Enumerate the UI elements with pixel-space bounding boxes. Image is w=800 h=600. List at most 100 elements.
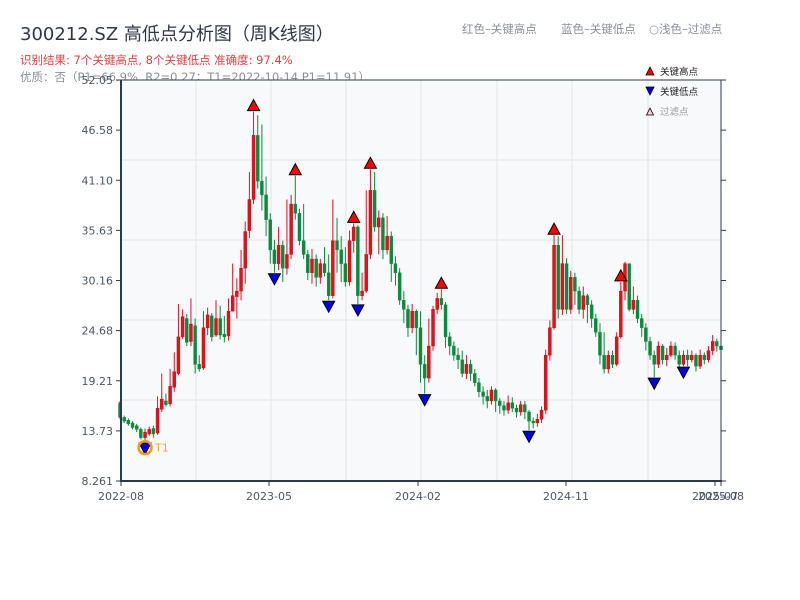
candle: [485, 389, 489, 409]
y-tick-label: 30.16: [82, 275, 114, 288]
candle: [506, 395, 510, 414]
candle: [619, 281, 623, 339]
candle: [397, 268, 402, 305]
candle: [176, 303, 181, 376]
candle: [322, 247, 327, 277]
key-low-marker: [647, 377, 662, 391]
candle: [226, 298, 231, 341]
candle: [285, 199, 289, 275]
candle: [293, 175, 297, 220]
y-tick-label: 52.05: [82, 74, 114, 87]
y-tick-label: 8.261: [82, 475, 114, 488]
candle: [326, 254, 331, 301]
candle: [569, 270, 573, 314]
candle: [193, 318, 197, 374]
legend-red-key-high: 红色–关键高点: [462, 22, 537, 36]
candle: [544, 349, 548, 414]
candle: [410, 303, 414, 334]
candle: [594, 313, 598, 337]
candle: [698, 349, 702, 369]
page-title: 300212.SZ 高低点分析图（周K线图）: [20, 24, 334, 45]
svg-text:关键低点: 关键低点: [660, 86, 699, 98]
key-low-marker: [417, 394, 432, 407]
candle: [514, 404, 519, 418]
candle: [685, 349, 690, 367]
candle: [448, 332, 452, 356]
candle: [422, 355, 427, 394]
y-tick-label: 24.68: [82, 325, 114, 338]
candle: [527, 410, 531, 431]
candle: [694, 353, 698, 372]
candle: [264, 176, 268, 237]
x-tick-label: 2023-05: [246, 490, 292, 503]
candle: [272, 239, 277, 273]
candle: [389, 231, 393, 282]
key-low-marker: [351, 304, 365, 317]
candle: [456, 347, 460, 369]
result-summary: 识别结果: 7个关键高点, 8个关键低点 准确度: 97.4%: [20, 53, 293, 67]
key-low-marker: [138, 442, 152, 456]
candle: [239, 249, 243, 301]
candle: [481, 386, 485, 405]
candle: [610, 350, 615, 369]
candle: [690, 350, 694, 363]
candle: [539, 406, 544, 423]
candle: [368, 169, 373, 260]
candle: [531, 417, 535, 429]
candle: [172, 352, 176, 392]
candle: [214, 300, 218, 337]
candle: [402, 291, 406, 324]
candle: [431, 305, 435, 351]
candle: [339, 236, 343, 282]
candle: [606, 350, 611, 374]
candle: [393, 256, 398, 286]
candle: [256, 115, 260, 189]
candle: [247, 172, 252, 238]
candle: [218, 305, 222, 340]
legend-entry: 过滤点: [645, 106, 689, 118]
candle: [360, 272, 364, 301]
candle: [510, 397, 515, 412]
legend-light-filtered: ○浅色–过滤点: [649, 22, 723, 36]
x-tick-label: 2024-02: [395, 490, 441, 503]
candle: [473, 368, 477, 387]
candle: [681, 350, 686, 367]
y-tick-label: 19.21: [82, 375, 114, 388]
key-high-marker: [288, 162, 303, 176]
candle: [364, 190, 368, 293]
key-low-marker: [676, 366, 691, 380]
candle: [414, 309, 419, 356]
candle: [281, 240, 285, 282]
candle: [665, 347, 669, 367]
candle: [134, 423, 139, 433]
x-tick-label: 2022-08: [98, 490, 144, 503]
candle: [702, 352, 707, 365]
candle: [352, 223, 356, 253]
candle: [151, 425, 156, 438]
t1-label: T1: [154, 442, 169, 455]
legend-blue-key-low: 蓝色–关键低点: [561, 22, 636, 36]
candle: [222, 315, 227, 343]
candle: [439, 289, 444, 310]
key-high-marker: [346, 210, 361, 223]
candle: [548, 320, 552, 361]
candle: [652, 350, 656, 378]
key-point-markers: T1: [137, 98, 691, 456]
candle: [276, 226, 281, 271]
legend-entry: 关键低点: [645, 86, 699, 98]
candle: [523, 400, 527, 420]
candle: [122, 415, 126, 423]
candle: [230, 263, 235, 312]
candle: [560, 235, 565, 315]
candles: [118, 111, 723, 443]
t1-ring-icon: [137, 439, 153, 456]
candle: [205, 307, 210, 336]
candle: [381, 213, 385, 260]
candle: [460, 350, 464, 378]
candle: [331, 199, 335, 299]
candle: [306, 249, 310, 281]
candle: [535, 413, 540, 427]
candle: [406, 304, 410, 337]
x-tick-label: 2024-11: [543, 490, 589, 503]
